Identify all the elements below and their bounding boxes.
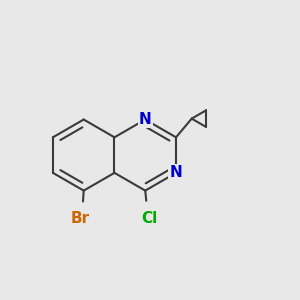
Text: N: N	[169, 165, 182, 180]
Text: Br: Br	[71, 211, 90, 226]
Text: N: N	[139, 112, 152, 127]
Text: Cl: Cl	[142, 211, 158, 226]
